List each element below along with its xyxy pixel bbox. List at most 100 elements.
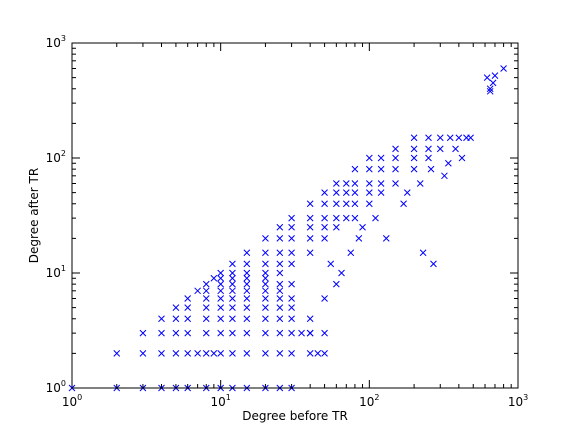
data-point [243,350,251,357]
data-point [392,180,399,187]
data-point [425,134,432,142]
data-point [314,350,322,357]
x-tick-label-0: 100 [62,393,82,409]
data-point [416,180,424,187]
data-point [458,154,466,162]
data-point [377,189,385,196]
x-tick-label-1: 101 [211,393,231,409]
data-point [229,269,236,277]
data-point [262,249,269,257]
data-point [351,214,359,222]
data-point [202,287,210,295]
y-axis-label: Degree after TR [27,168,41,263]
data-point [262,287,269,295]
data-point [229,329,236,337]
data-point [229,260,236,268]
data-point [229,295,236,302]
data-point [288,315,295,323]
data-point [243,269,251,277]
data-point [288,295,295,302]
data-point [392,154,399,162]
x-axis-label: Degree before TR [242,409,348,423]
data-point [243,287,251,295]
data-point [441,172,448,180]
data-point [262,260,269,268]
data-point [172,304,180,311]
data-point [500,65,507,72]
data-point [382,235,390,242]
data-point [276,269,284,277]
data-point [276,304,284,311]
data-point [139,350,147,357]
data-point [321,329,328,337]
data-point [113,350,121,357]
data-point [377,154,385,162]
data-point [276,329,284,337]
data-point [262,280,269,288]
data-point [243,329,251,337]
data-point [306,329,314,337]
data-point [262,304,269,311]
data-point [288,249,295,257]
data-point [425,154,432,162]
data-point [202,295,210,302]
data-point [452,145,459,153]
data-point [184,329,192,337]
data-point [288,350,295,357]
data-point [229,304,236,311]
data-point [276,295,284,302]
data-point [342,200,350,208]
data-point [365,165,373,173]
data-point [288,260,295,268]
data-point [327,260,335,268]
data-point [351,200,359,208]
data-point [210,274,218,282]
data-point [306,214,314,222]
data-point [288,280,295,288]
y-tick-label-3: 103 [46,34,66,50]
data-point [217,280,225,288]
data-point [342,214,350,222]
data-point [377,180,385,187]
data-point [306,200,314,208]
data-point [276,260,284,268]
data-point [184,295,192,302]
data-point [229,350,236,357]
data-point [338,269,345,277]
data-point [359,223,366,231]
data-point [332,223,340,231]
data-point [351,189,359,196]
data-point [332,180,340,187]
data-point [306,249,314,257]
data-point [172,329,180,337]
data-point [217,329,225,337]
data-point [467,134,474,142]
data-point [262,350,269,357]
data-point [486,85,494,93]
data-point [276,280,284,288]
data-point [217,269,225,277]
data-point [217,274,225,282]
data-point [351,180,359,187]
data-point [262,269,269,277]
data-point [298,329,305,337]
data-point [184,315,192,323]
data-point [202,329,210,337]
data-point [489,79,497,87]
data-point [276,223,284,231]
data-point [342,180,350,187]
data-point [332,280,340,288]
data-point [410,165,418,173]
data-point [217,287,225,295]
data-point [444,159,452,167]
data-point [276,287,284,295]
data-point [321,235,328,242]
data-point [436,145,444,153]
data-point [184,350,192,357]
data-point [306,315,314,323]
data-point [229,315,236,323]
data-point [217,315,225,323]
data-point [332,214,340,222]
